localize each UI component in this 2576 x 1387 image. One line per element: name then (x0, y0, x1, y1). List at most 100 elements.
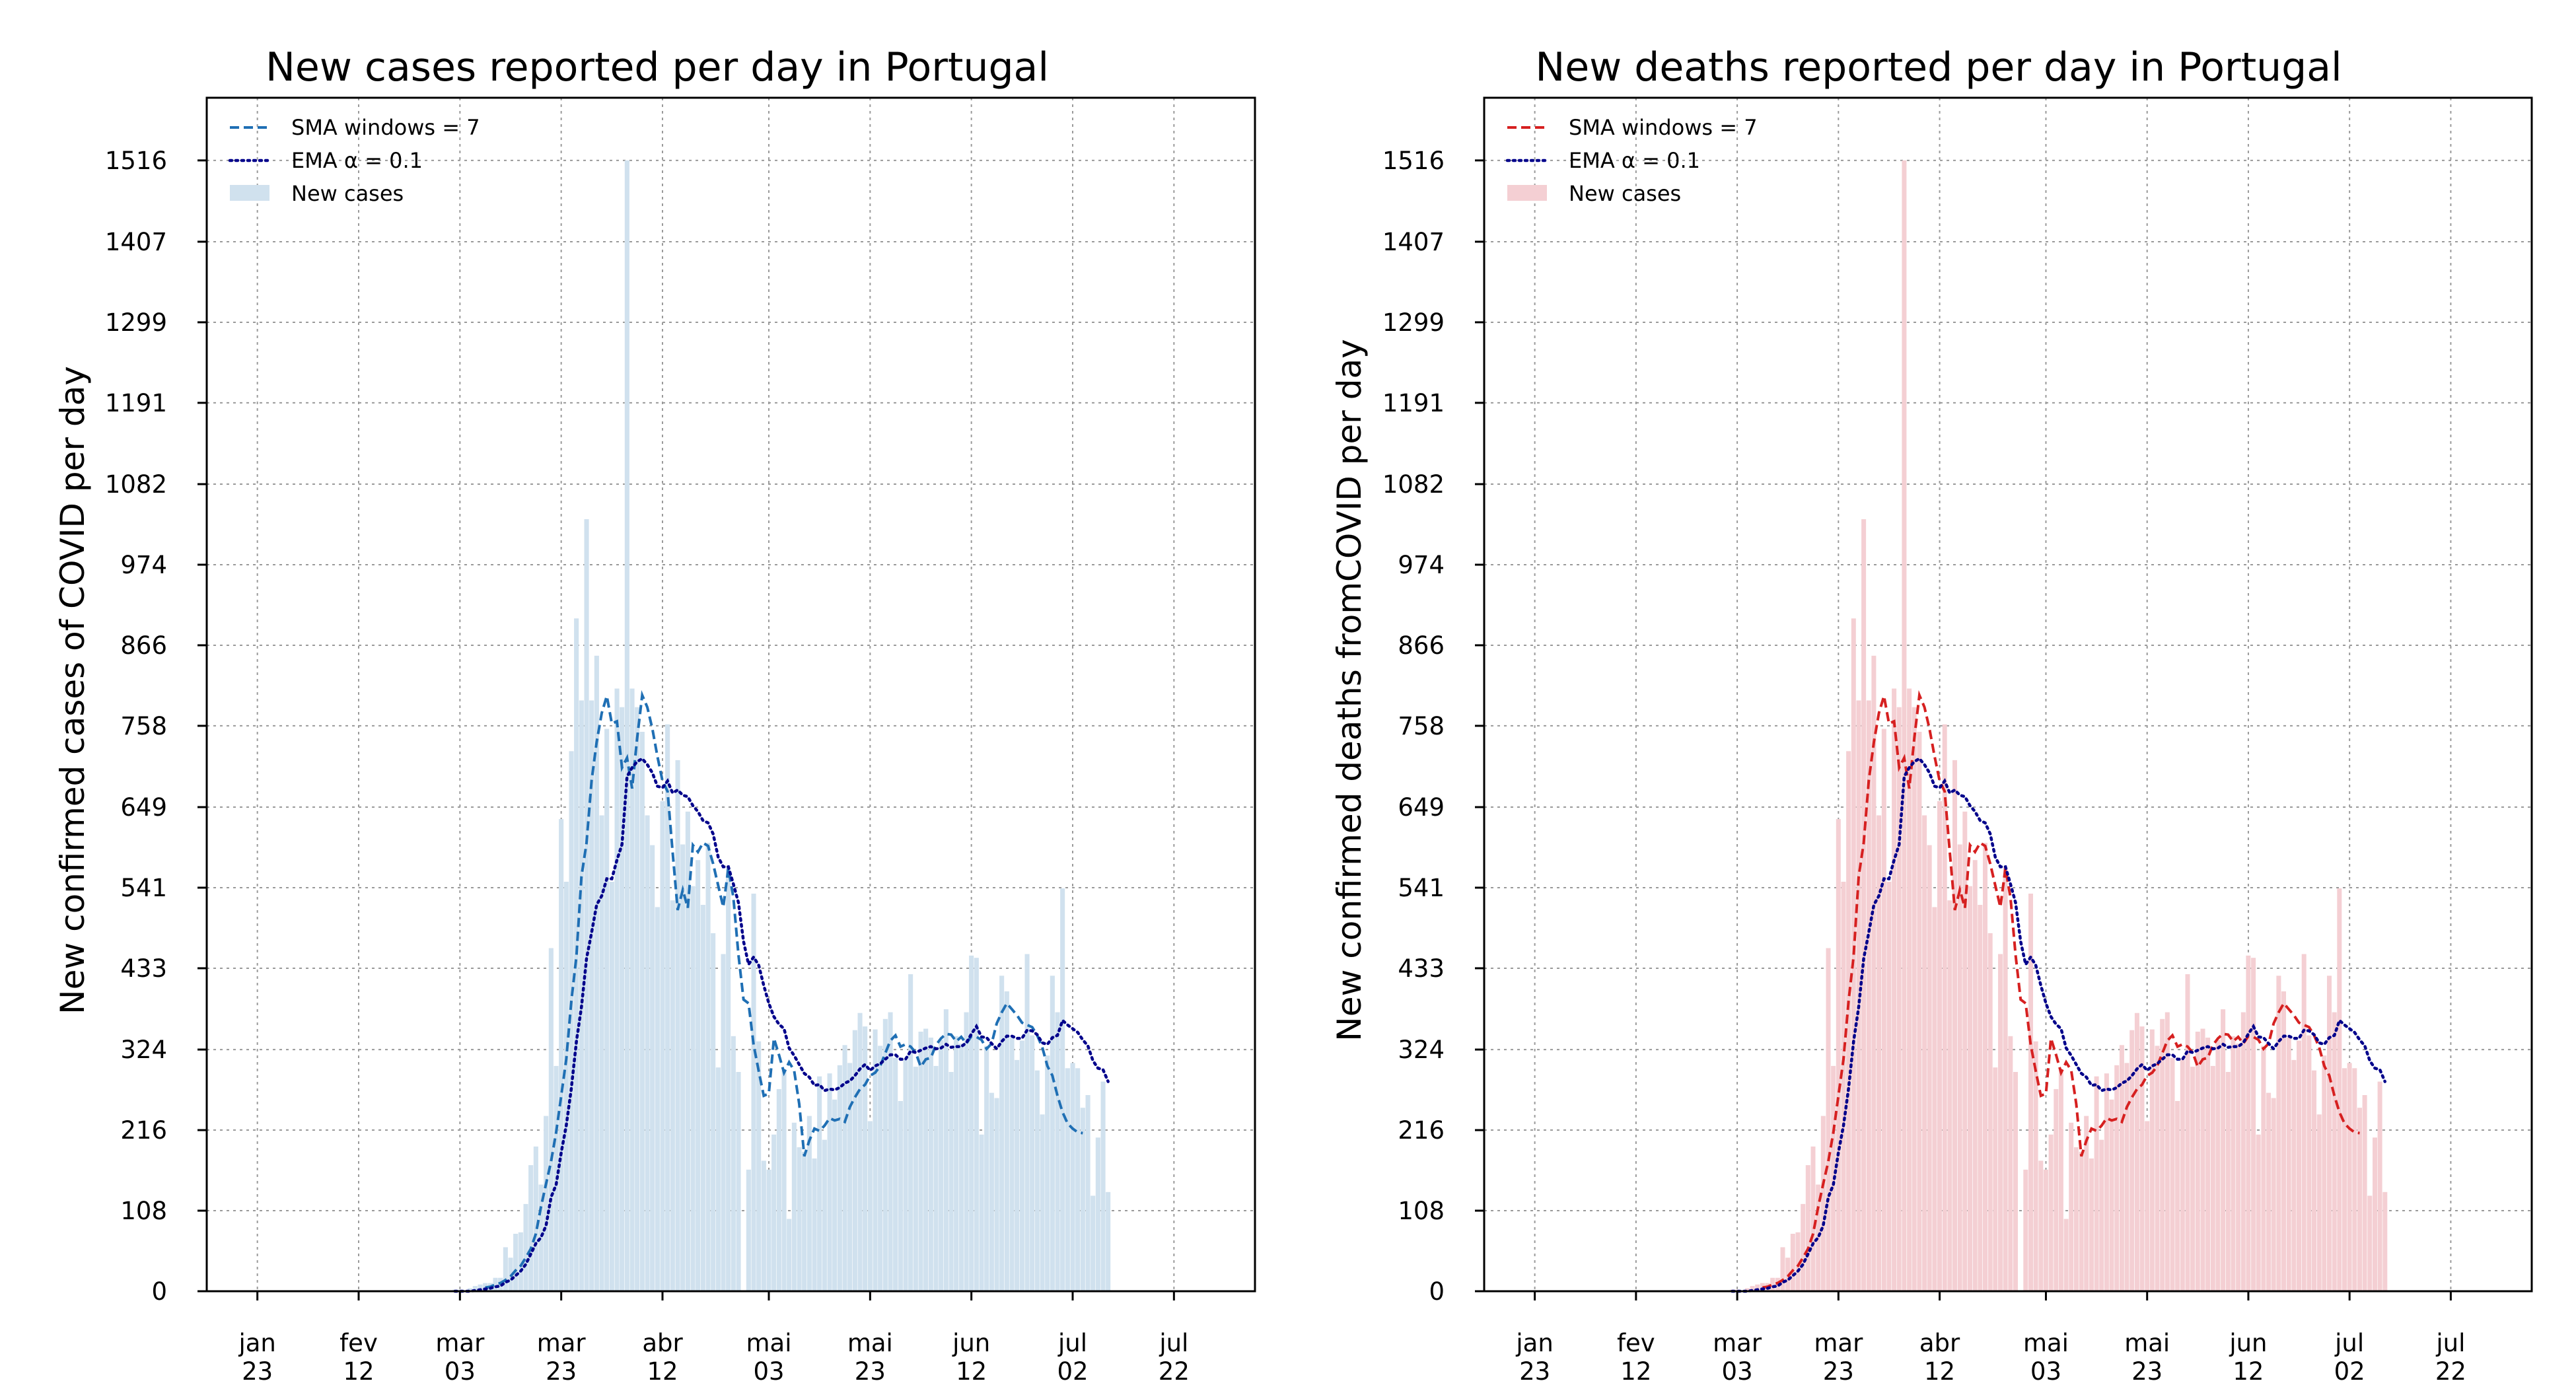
y-tick-label: 216 (120, 1116, 167, 1145)
x-tick-month: fev (340, 1329, 378, 1357)
y-tick-label: 433 (1398, 954, 1445, 983)
y-tick-label: 1191 (1382, 389, 1445, 417)
x-tick-month: jun (952, 1329, 990, 1357)
bar (923, 1028, 929, 1291)
bar (766, 1169, 771, 1291)
bar (538, 1184, 544, 1291)
bar (2109, 1099, 2114, 1291)
legend-bars-label: New cases (1569, 181, 1681, 206)
bar (939, 1040, 944, 1291)
bar (2145, 1121, 2150, 1291)
bar (751, 894, 756, 1291)
bar (787, 1219, 792, 1291)
bar (1892, 688, 1897, 1291)
bar (822, 1139, 827, 1291)
x-tick-day: 12 (1620, 1357, 1651, 1386)
bar (2129, 1030, 2135, 1291)
x-tick-day: 23 (546, 1357, 577, 1386)
bar (705, 843, 711, 1291)
bar (878, 1046, 883, 1291)
bar (2058, 1070, 2063, 1291)
x-tick-month: jul (1057, 1329, 1087, 1357)
bar (1065, 1068, 1070, 1291)
x-tick-month: jun (2229, 1329, 2267, 1357)
bar (2215, 1040, 2221, 1291)
bar (1877, 815, 1882, 1291)
bar (2155, 1046, 2160, 1291)
bar (2079, 1151, 2084, 1291)
bar (2028, 894, 2033, 1291)
x-tick-month: jan (1515, 1329, 1553, 1357)
bar-series (1729, 160, 2388, 1291)
bar (1851, 618, 1856, 1291)
bar (928, 1038, 933, 1291)
bar (2352, 1068, 2357, 1291)
bar (2357, 1108, 2362, 1291)
y-tick-label: 1299 (1382, 308, 1445, 337)
bar (1836, 819, 1841, 1291)
bar (898, 1101, 903, 1291)
bar (559, 819, 564, 1291)
y-tick-label: 1516 (1382, 147, 1445, 175)
bar (1942, 724, 1947, 1291)
x-tick-day: 23 (2131, 1357, 2163, 1386)
deaths-chart: New deaths reported per day in Portugal … (1330, 44, 2533, 1386)
x-tick-day: 12 (2233, 1357, 2264, 1386)
x-tick-day: 03 (2030, 1357, 2061, 1386)
bar (1816, 1184, 1821, 1291)
bar (544, 1116, 549, 1291)
bar (2094, 1076, 2099, 1291)
x-tick-day: 23 (242, 1357, 273, 1386)
bar (746, 1169, 751, 1291)
bar (2271, 1098, 2276, 1291)
bar (533, 1146, 538, 1291)
x-tick-day: 02 (2334, 1357, 2365, 1386)
x-tick-month: jul (1159, 1329, 1188, 1357)
bar (863, 1026, 868, 1291)
bar (2023, 1169, 2028, 1291)
bar (761, 1160, 766, 1291)
bar (1795, 1232, 1801, 1291)
x-tick-day: 22 (2435, 1357, 2466, 1386)
bar (478, 1284, 483, 1291)
bar (2256, 1134, 2261, 1291)
x-tick-month: abr (1919, 1329, 1960, 1357)
bar (802, 1151, 807, 1291)
y-tick-label: 866 (120, 631, 167, 660)
x-tick-day: 02 (1057, 1357, 1088, 1386)
y-tick-label: 866 (1398, 631, 1445, 660)
x-tick-month: jul (2435, 1329, 2465, 1357)
bar (2139, 1026, 2145, 1291)
bar (847, 1063, 853, 1291)
bar (518, 1232, 523, 1291)
bar (994, 1098, 999, 1291)
bar (2104, 1073, 2109, 1291)
bar (472, 1286, 478, 1291)
y-tick-label: 324 (1398, 1036, 1445, 1064)
bar (827, 1073, 832, 1291)
bar (2301, 954, 2307, 1291)
bar (563, 882, 569, 1291)
bar (639, 732, 645, 1291)
bar (690, 886, 696, 1291)
bar (1106, 1191, 1111, 1291)
bar (2073, 1147, 2079, 1291)
x-tick-month: fev (1617, 1329, 1655, 1357)
bar (2251, 958, 2256, 1291)
y-tick-label: 541 (120, 874, 167, 902)
bar (645, 815, 650, 1291)
bar (1055, 1012, 1060, 1291)
bar (2377, 1081, 2382, 1291)
bar (893, 1057, 898, 1291)
x-tick-day: 23 (855, 1357, 886, 1386)
y-tick-label: 433 (120, 954, 167, 983)
bar (832, 1099, 838, 1291)
bar (2307, 1035, 2312, 1291)
y-tick-label: 758 (120, 712, 167, 740)
bar (736, 1072, 741, 1291)
bar (2190, 1067, 2196, 1291)
x-tick-month: mai (847, 1329, 893, 1357)
x-tick-day: 12 (647, 1357, 678, 1386)
grid (1484, 98, 2532, 1292)
